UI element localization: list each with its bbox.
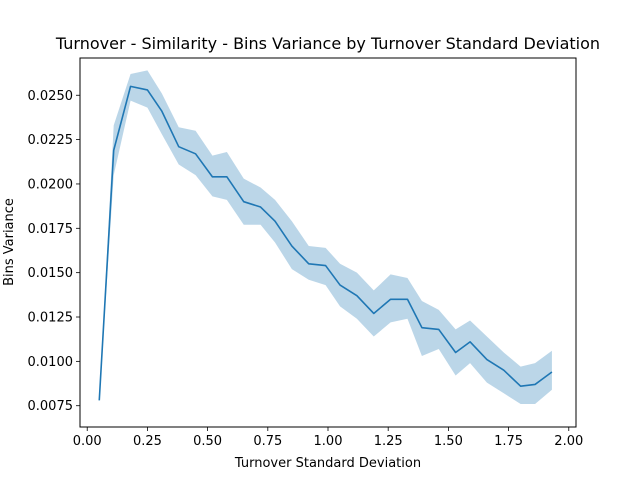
y-axis-label: Bins Variance [2, 198, 17, 286]
x-tick-label: 1.75 [494, 434, 523, 449]
data-point [519, 385, 521, 387]
data-point [211, 176, 213, 178]
data-point [356, 295, 358, 297]
data-point [161, 110, 163, 112]
data-point [421, 326, 423, 328]
data-point [226, 176, 228, 178]
chart-title: Turnover - Similarity - Bins Variance by… [55, 34, 600, 53]
data-point [324, 264, 326, 266]
x-tick-label: 0.75 [253, 434, 282, 449]
data-point [438, 328, 440, 330]
x-tick-label: 1.00 [314, 434, 343, 449]
x-tick-label: 1.25 [374, 434, 403, 449]
y-tick-label: 0.0175 [28, 222, 74, 237]
x-tick-label: 0.25 [133, 434, 162, 449]
data-point [339, 284, 341, 286]
x-axis-ticks: 0.00 0.25 0.50 0.75 1.00 1.25 1.50 1.75 2.00 [73, 427, 583, 449]
y-tick-label: 0.0125 [28, 311, 74, 326]
data-point [259, 206, 261, 208]
x-tick-label: 2.00 [554, 434, 583, 449]
data-point [291, 245, 293, 247]
data-point [113, 149, 115, 151]
data-point [146, 89, 148, 91]
data-point [98, 399, 100, 401]
data-point [406, 298, 408, 300]
data-point [308, 263, 310, 265]
x-tick-label: 0.00 [73, 434, 102, 449]
data-point [551, 371, 553, 373]
data-point [534, 383, 536, 385]
x-tick-label: 1.50 [434, 434, 463, 449]
series-line [98, 85, 553, 401]
x-axis-label: Turnover Standard Deviation [234, 456, 421, 471]
plot-area [98, 70, 553, 404]
y-tick-label: 0.0075 [28, 399, 74, 414]
data-point [178, 146, 180, 148]
confidence-band [99, 70, 552, 404]
y-tick-label: 0.0250 [28, 89, 74, 104]
data-point [454, 351, 456, 353]
data-point [129, 85, 131, 87]
data-point [243, 201, 245, 203]
y-tick-label: 0.0225 [28, 133, 74, 148]
data-point [194, 153, 196, 155]
data-point [503, 369, 505, 371]
y-axis-ticks: 0.0075 0.0100 0.0125 0.0150 0.0175 0.0200 0.02… [28, 89, 80, 414]
data-point [486, 358, 488, 360]
data-point [469, 341, 471, 343]
data-point [389, 298, 391, 300]
data-point [373, 312, 375, 314]
y-tick-label: 0.0100 [28, 355, 74, 370]
axes-frame [79, 57, 577, 428]
data-point [274, 220, 276, 222]
x-tick-label: 0.50 [193, 434, 222, 449]
y-tick-label: 0.0200 [28, 177, 74, 192]
y-tick-label: 0.0150 [28, 266, 74, 281]
